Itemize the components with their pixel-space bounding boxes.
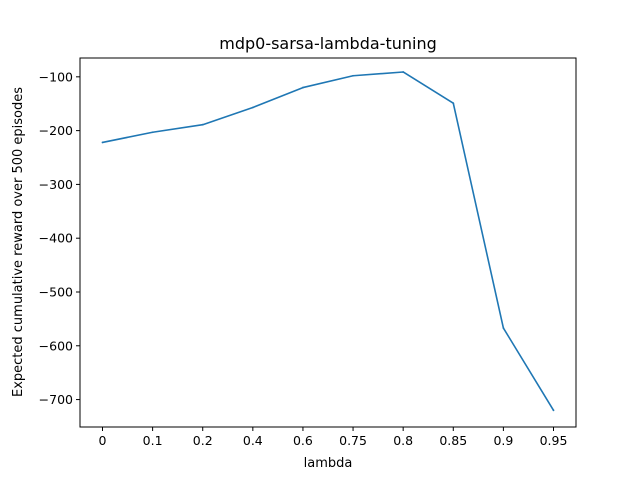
data-point — [502, 327, 505, 329]
y-tick-label: −300 — [39, 177, 73, 192]
x-tick-label: 0.4 — [243, 433, 263, 448]
data-point — [352, 74, 354, 77]
y-tick-label: −200 — [39, 123, 73, 138]
x-tick-label: 0 — [99, 433, 107, 448]
data-point — [101, 141, 104, 144]
series-line — [102, 71, 555, 411]
x-tick-label: 0.9 — [493, 433, 513, 448]
data-point — [552, 409, 555, 412]
data-point — [151, 131, 154, 134]
y-axis-label: Expected cumulative reward over 500 epis… — [11, 87, 26, 397]
y-tick-label: −700 — [39, 392, 73, 407]
x-tick-label: 0.1 — [143, 433, 163, 448]
chart-title: mdp0-sarsa-lambda-tuning — [219, 34, 437, 53]
x-axis: 0 0.1 0.2 0.4 0.6 0.75 0.8 0.85 0.9 0.95 — [99, 427, 568, 448]
series-layer — [101, 71, 555, 412]
x-tick-label: 0.85 — [439, 433, 467, 448]
y-tick-label: −500 — [39, 284, 73, 299]
data-point — [452, 102, 455, 105]
x-axis-label: lambda — [304, 456, 353, 471]
y-tick-label: −400 — [39, 231, 73, 246]
plot-area — [80, 58, 576, 427]
x-tick-label: 0.8 — [393, 433, 413, 448]
data-point — [201, 123, 204, 126]
y-axis: −100 −200 −300 −400 −500 −600 −700 — [39, 69, 80, 407]
x-tick-label: 0.75 — [339, 433, 367, 448]
x-tick-label: 0.2 — [193, 433, 213, 448]
data-point — [302, 86, 304, 89]
x-tick-label: 0.95 — [540, 433, 568, 448]
y-tick-label: −600 — [39, 338, 73, 353]
x-tick-label: 0.6 — [293, 433, 313, 448]
plot-frame — [79, 57, 577, 428]
data-point — [251, 106, 254, 109]
data-point — [402, 71, 405, 73]
y-tick-label: −100 — [39, 69, 73, 84]
